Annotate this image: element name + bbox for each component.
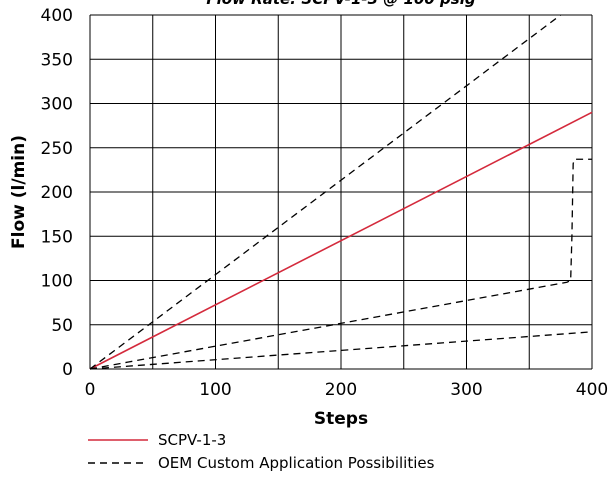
y-tick-label: 350 xyxy=(41,50,73,70)
y-tick-label: 50 xyxy=(51,316,73,336)
y-tick-label: 0 xyxy=(62,360,73,380)
y-tick-label: 300 xyxy=(41,95,73,115)
y-axis-title: Flow (l/min) xyxy=(9,135,29,249)
grid xyxy=(89,14,593,370)
x-tick-label: 200 xyxy=(325,380,357,400)
x-axis-title: Steps xyxy=(314,409,368,429)
tick-labels: 0 100 200 300 400 0 50 100 150 200 250 300 350 400 xyxy=(41,6,608,400)
x-tick-label: 300 xyxy=(450,380,482,400)
y-tick-label: 100 xyxy=(41,272,73,292)
y-tick-label: 250 xyxy=(41,139,73,159)
series-line-oem-2 xyxy=(89,158,592,370)
y-tick-label: 400 xyxy=(41,6,73,26)
chart-title: Flow Rate: SCPV-1-3 @ 100 psig xyxy=(206,0,475,8)
series-line-scpv xyxy=(89,111,593,370)
legend-label: OEM Custom Application Possibilities xyxy=(158,454,435,472)
y-tick-label: 200 xyxy=(41,183,73,203)
x-tick-label: 400 xyxy=(576,380,608,400)
x-tick-label: 100 xyxy=(199,380,231,400)
series-layer xyxy=(89,14,593,370)
legend-label: SCPV-1-3 xyxy=(158,431,226,449)
series-line-oem-1 xyxy=(89,14,562,370)
y-tick-label: 150 xyxy=(41,227,73,247)
legend: SCPV-1-3 OEM Custom Application Possibili… xyxy=(88,431,435,472)
x-tick-label: 0 xyxy=(85,380,96,400)
